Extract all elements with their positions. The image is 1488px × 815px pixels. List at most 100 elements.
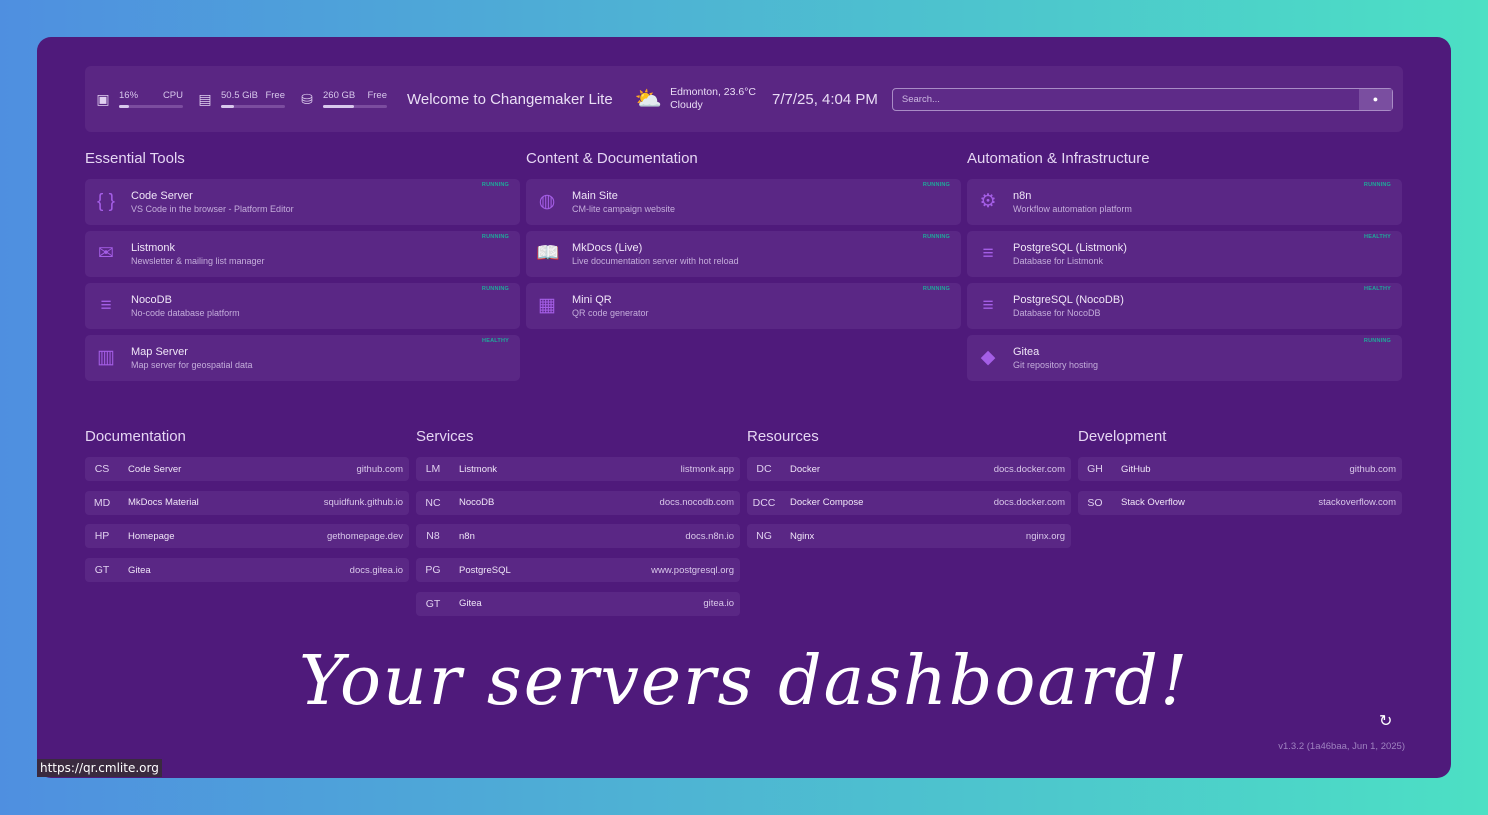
bookmark-name: Nginx [790, 530, 815, 542]
bookmark-link[interactable]: GT Gitea docs.gitea.io [85, 558, 409, 583]
service-card[interactable]: ✉ Listmonk Newsletter & mailing list man… [85, 231, 520, 277]
bookmark-url: listmonk.app [680, 463, 734, 475]
globe-icon: ◍ [538, 191, 556, 212]
bookmark-abbr: SO [1087, 496, 1103, 509]
service-name: NocoDB [131, 294, 172, 306]
bookmark-link[interactable]: DCC Docker Compose docs.docker.com [747, 490, 1071, 515]
service-card[interactable]: { } Code Server VS Code in the browser -… [85, 179, 520, 225]
status-badge: RUNNING [481, 234, 509, 240]
bookmark-abbr: GT [94, 564, 110, 577]
bookmark-link[interactable]: N8 n8n docs.n8n.io [416, 524, 740, 549]
service-description: No-code database platform [131, 308, 240, 318]
version-label: v1.3.2 (1a46baa, Jun 1, 2025) [1278, 741, 1405, 752]
bookmark-link[interactable]: GT Gitea gitea.io [416, 591, 740, 616]
service-description: Map server for geospatial data [131, 360, 253, 370]
service-description: VS Code in the browser - Platform Editor [131, 204, 294, 214]
bookmark-abbr: CS [94, 463, 110, 475]
git-icon: ◆ [980, 347, 996, 368]
bookmark-link[interactable]: SO Stack Overflow stackoverflow.com [1078, 490, 1402, 515]
search-icon: ● [1372, 94, 1379, 104]
status-badge: RUNNING [922, 286, 950, 292]
bookmark-group-title: Development [1078, 428, 1167, 445]
bookmark-url: docs.n8n.io [685, 530, 734, 542]
service-name: MkDocs (Live) [572, 242, 643, 254]
memory-icon: ▤ [198, 91, 212, 107]
service-name: Listmonk [131, 242, 176, 254]
link-status-bar: https://qr.cmlite.org [37, 759, 162, 777]
refresh-icon[interactable]: ↻ [1379, 713, 1393, 730]
bookmark-link[interactable]: PG PostgreSQL www.postgresql.org [416, 558, 740, 583]
service-description: Workflow automation platform [1013, 204, 1132, 214]
service-description: Git repository hosting [1013, 360, 1099, 370]
bookmark-url: gitea.io [703, 598, 734, 610]
bookmark-abbr: MD [93, 496, 111, 509]
service-description: Database for Listmonk [1013, 256, 1104, 266]
bookmark-name: Gitea [459, 598, 482, 610]
service-name: n8n [1013, 190, 1032, 202]
service-card[interactable]: ≡ PostgreSQL (Listmonk) Database for Lis… [967, 231, 1402, 277]
bookmark-name: MkDocs Material [128, 497, 199, 509]
service-group-title: Content & Documentation [526, 150, 698, 167]
bookmark-abbr: GT [425, 597, 441, 610]
robot-arm-icon: ⚙ [979, 191, 997, 212]
service-name: Code Server [131, 190, 193, 202]
bookmark-group-title: Services [416, 428, 474, 445]
disk-bar [323, 105, 354, 108]
overlay-caption: Your servers dashboard! [299, 642, 1190, 721]
bookmark-url: github.com [356, 463, 403, 475]
cpu-icon: ▣ [96, 91, 110, 107]
service-name: PostgreSQL (NocoDB) [1013, 294, 1124, 306]
bookmark-link[interactable]: CS Code Server github.com [85, 457, 409, 481]
bookmark-name: Listmonk [459, 463, 498, 475]
code-braces-icon: { } [97, 191, 115, 212]
status-badge: RUNNING [481, 182, 509, 188]
bookmark-name: Docker [790, 463, 821, 475]
bookmark-name: PostgreSQL [459, 564, 511, 576]
partly-cloudy-icon: ⛅ [634, 86, 663, 111]
service-card[interactable]: ≡ PostgreSQL (NocoDB) Database for NocoD… [967, 283, 1402, 329]
database-icon: ≡ [100, 295, 112, 316]
service-card[interactable]: ⚙ n8n Workflow automation platform RUNNI… [967, 179, 1402, 225]
bookmark-abbr: PG [425, 564, 441, 577]
map-icon: ▥ [97, 347, 115, 368]
search-box: ● [891, 87, 1393, 111]
disk-label: Free [367, 90, 387, 101]
service-name: Mini QR [572, 294, 612, 306]
bookmark-url: docs.docker.com [993, 463, 1065, 475]
service-card[interactable]: 📖 MkDocs (Live) Live documentation serve… [526, 231, 961, 277]
bookmark-link[interactable]: MD MkDocs Material squidfunk.github.io [85, 490, 409, 515]
bookmark-abbr: NG [756, 530, 772, 543]
dashboard-window: ▣ 16% CPU ▤ 50.5 GiB Free ⛁ 260 GB Free Wel… [37, 37, 1451, 778]
bookmark-link[interactable]: GH GitHub github.com [1078, 457, 1402, 481]
status-badge: HEALTHY [1364, 234, 1391, 240]
bookmark-url: docs.gitea.io [349, 564, 403, 576]
service-name: PostgreSQL (Listmonk) [1013, 242, 1127, 254]
service-card[interactable]: ▦ Mini QR QR code generator RUNNING [526, 283, 961, 329]
bookmark-link[interactable]: NC NocoDB docs.nocodb.com [416, 490, 740, 515]
bookmark-link[interactable]: HP Homepage gethomepage.dev [85, 524, 409, 549]
disk-value: 260 GB [323, 90, 356, 101]
service-card[interactable]: ≡ NocoDB No-code database platform RUNNI… [85, 283, 520, 329]
service-card[interactable]: ◍ Main Site CM-lite campaign website RUN… [526, 179, 961, 225]
bookmark-link[interactable]: NG Nginx nginx.org [747, 524, 1071, 549]
disk-widget: ⛁ 260 GB Free [299, 90, 387, 108]
service-card[interactable]: ▥ Map Server Map server for geospatial d… [85, 335, 520, 381]
status-badge: RUNNING [481, 286, 509, 292]
search-input[interactable] [892, 93, 1359, 105]
status-badge: RUNNING [922, 234, 950, 240]
service-card[interactable]: ◆ Gitea Git repository hosting RUNNING [967, 335, 1402, 381]
bookmark-url: gethomepage.dev [326, 530, 403, 542]
bookmark-url: stackoverflow.com [1318, 497, 1396, 509]
search-button[interactable]: ● [1359, 88, 1392, 110]
status-badge: RUNNING [1363, 338, 1391, 344]
bookmark-abbr: GH [1087, 463, 1103, 475]
hard-drive-icon: ⛁ [301, 91, 313, 107]
bookmark-name: Homepage [128, 530, 175, 542]
status-badge: RUNNING [1363, 182, 1391, 188]
bookmark-link[interactable]: DC Docker docs.docker.com [747, 457, 1071, 481]
bookmark-name: Gitea [128, 564, 151, 576]
bookmark-name: n8n [459, 530, 475, 542]
cpu-label: CPU [162, 90, 183, 101]
header-widgets: ▣ 16% CPU ▤ 50.5 GiB Free ⛁ 260 GB Free Wel… [85, 66, 1403, 132]
bookmark-link[interactable]: LM Listmonk listmonk.app [416, 457, 740, 481]
